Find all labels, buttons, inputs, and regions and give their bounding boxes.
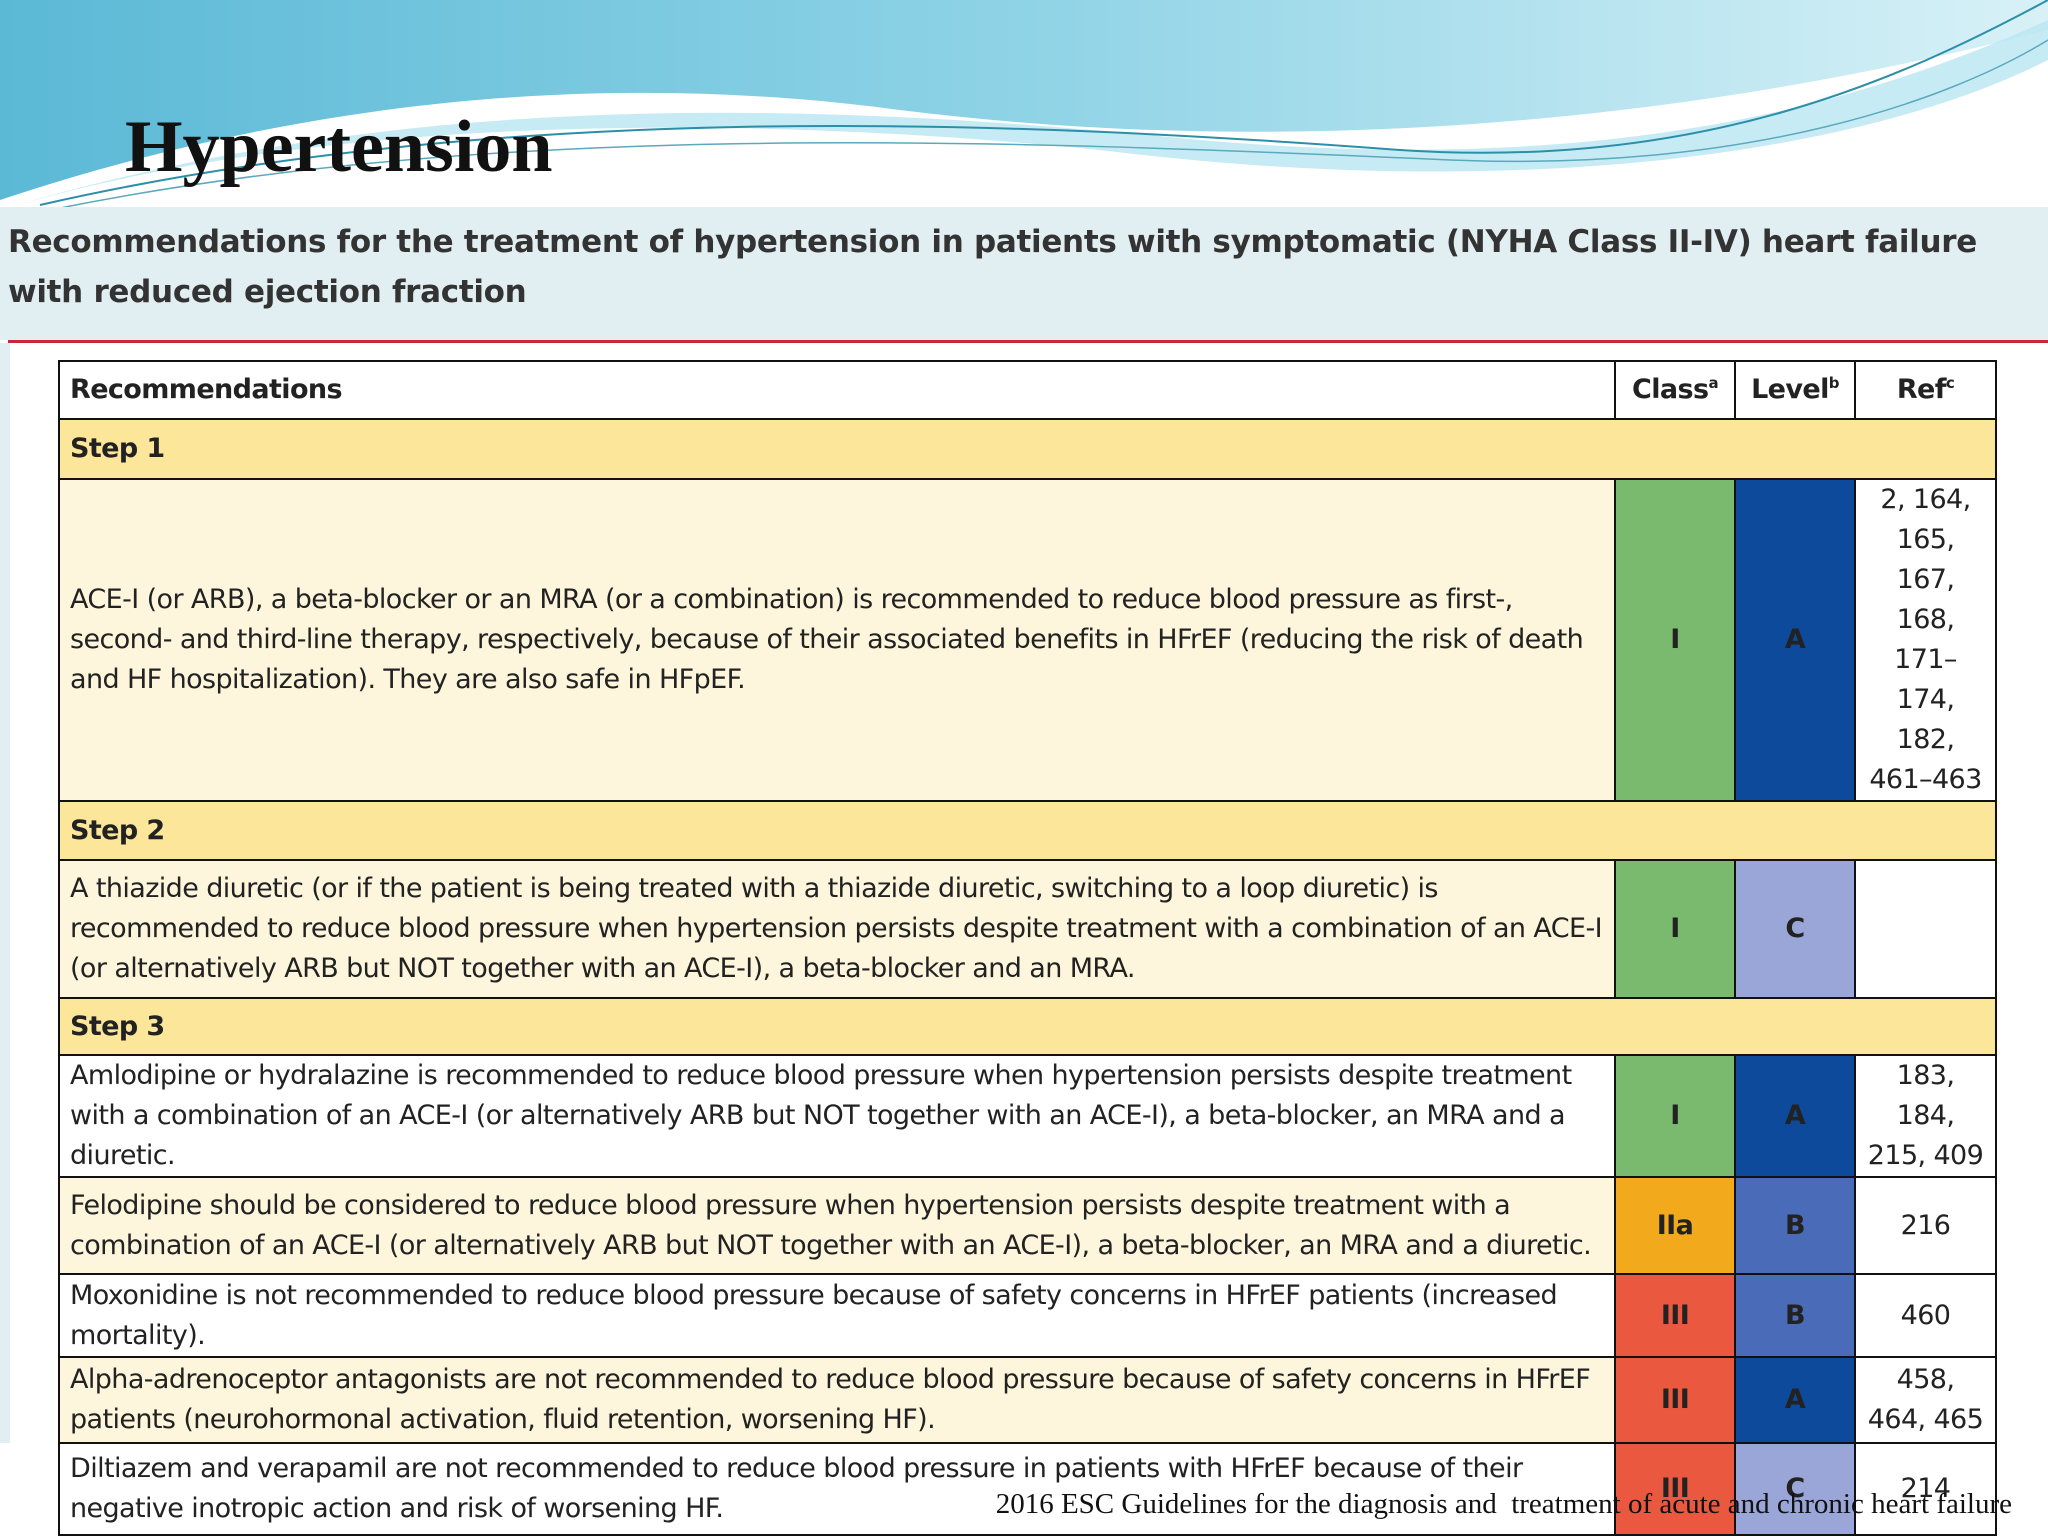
- class-badge: I: [1614, 1054, 1736, 1178]
- recommendations-table: Recommendations Classa Levelb Refc Step 1 ACE…: [58, 360, 1997, 1536]
- wave: [0, 0, 2048, 200]
- recommendation-row: Felodipine should be considered to reduc…: [58, 1176, 1997, 1275]
- class-badge: III: [1614, 1273, 1736, 1358]
- reference: 460: [1854, 1273, 1997, 1358]
- header-decoration: [0, 0, 2048, 210]
- class-badge: III: [1614, 1442, 1736, 1536]
- step-label: Step 1: [58, 418, 1997, 480]
- recommendation-row: Diltiazem and verapamil are not recommen…: [58, 1442, 1997, 1536]
- class-badge: I: [1614, 478, 1736, 802]
- recommendation-text: A thiazide diuretic (or if the patient i…: [58, 859, 1616, 999]
- recommendation-row: Alpha-adrenoceptor antagonists are not r…: [58, 1356, 1997, 1444]
- header-text: Recommendations: [70, 374, 343, 405]
- header-text: Class: [1632, 374, 1709, 405]
- class-badge: III: [1614, 1356, 1736, 1444]
- header-row: Recommendations Classa Levelb Refc: [58, 360, 1997, 420]
- table-caption: Recommendations for the treatment of hyp…: [8, 224, 1977, 310]
- reference: 216: [1854, 1176, 1997, 1275]
- level-badge: B: [1734, 1176, 1856, 1275]
- step-label: Step 3: [58, 997, 1997, 1056]
- level-badge: B: [1734, 1273, 1856, 1358]
- step-row: Step 2: [58, 800, 1997, 861]
- table-body: Recommendations Classa Levelb Refc Step 1 ACE…: [58, 360, 1997, 1536]
- header-footnote: c: [1945, 374, 1955, 392]
- subtitle-band: [0, 207, 2048, 340]
- footer-source: 2016 ESC Guidelines for the diagnosis an…: [995, 1488, 2012, 1520]
- level-badge: C: [1734, 859, 1856, 999]
- recommendation-text: Amlodipine or hydralazine is recommended…: [58, 1054, 1616, 1178]
- header-footnote: a: [1708, 374, 1718, 392]
- header-text: Level: [1751, 374, 1829, 405]
- reference: 2, 164, 165, 167, 168, 171–174, 182, 461…: [1854, 478, 1997, 802]
- step-row: Step 3: [58, 997, 1997, 1056]
- recommendation-text: Moxonidine is not recommended to reduce …: [58, 1273, 1616, 1358]
- wave-line: [39, 0, 2048, 206]
- recommendation-row: Moxonidine is not recommended to reduce …: [58, 1273, 1997, 1358]
- wave-line: [59, 39, 2048, 209]
- recommendation-text: Alpha-adrenoceptor antagonists are not r…: [58, 1356, 1616, 1444]
- recommendation-row: Amlodipine or hydralazine is recommended…: [58, 1054, 1997, 1178]
- level-badge: A: [1734, 1356, 1856, 1444]
- header-cell: Levelb: [1734, 360, 1856, 420]
- reference: 458, 464, 465: [1854, 1356, 1997, 1444]
- level-badge: A: [1734, 1054, 1856, 1178]
- recommendation-text: Diltiazem and verapamil are not recommen…: [58, 1442, 1616, 1536]
- divider: [8, 340, 2048, 343]
- recommendation-row: ACE-I (or ARB), a beta-blocker or an MRA…: [58, 478, 1997, 802]
- class-badge: IIa: [1614, 1176, 1736, 1275]
- reference: 183, 184, 215, 409: [1854, 1054, 1997, 1178]
- wave: [0, 0, 2048, 210]
- class-badge: I: [1614, 859, 1736, 999]
- header-text: Ref: [1896, 374, 1947, 405]
- header-cell: Recommendations: [58, 360, 1616, 420]
- step-row: Step 1: [58, 418, 1997, 480]
- side-strip: [0, 343, 10, 1443]
- recommendation-text: ACE-I (or ARB), a beta-blocker or an MRA…: [58, 478, 1616, 802]
- level-badge: A: [1734, 478, 1856, 802]
- reference: [1854, 859, 1997, 999]
- reference: 214: [1854, 1442, 1997, 1536]
- header-footnote: b: [1828, 374, 1840, 392]
- slide-title: Hypertension: [125, 106, 553, 188]
- header-cell: Refc: [1854, 360, 1997, 420]
- step-label: Step 2: [58, 800, 1997, 861]
- recommendation-row: A thiazide diuretic (or if the patient i…: [58, 859, 1997, 999]
- recommendation-text: Felodipine should be considered to reduc…: [58, 1176, 1616, 1275]
- level-badge: C: [1734, 1442, 1856, 1536]
- header-cell: Classa: [1614, 360, 1736, 420]
